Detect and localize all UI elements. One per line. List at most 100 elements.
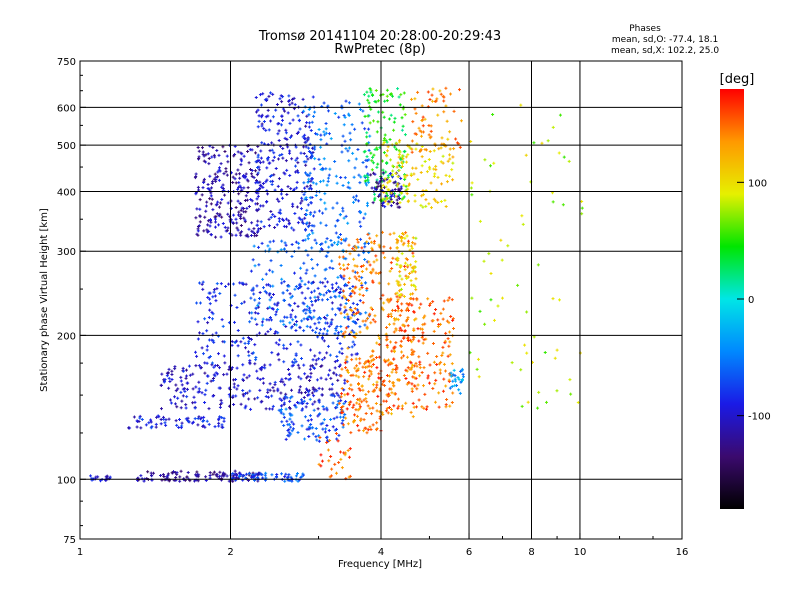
data-point — [396, 282, 400, 286]
data-point — [356, 240, 360, 244]
data-point — [249, 269, 253, 273]
data-point — [277, 138, 281, 142]
data-point — [329, 418, 333, 422]
grid-lines — [80, 61, 682, 539]
data-point — [402, 241, 406, 245]
data-point — [339, 311, 343, 315]
data-point — [454, 379, 458, 383]
data-point — [395, 241, 399, 245]
data-point — [308, 296, 312, 300]
data-point — [339, 266, 343, 270]
data-point — [390, 173, 394, 177]
data-point — [404, 231, 408, 235]
data-point — [390, 308, 394, 312]
data-point — [358, 181, 362, 185]
data-point — [299, 201, 303, 205]
data-point — [304, 140, 308, 144]
data-point — [569, 392, 573, 396]
data-point — [226, 212, 230, 216]
data-point — [352, 195, 356, 199]
data-point — [385, 196, 389, 200]
data-point — [272, 173, 276, 177]
data-point — [364, 158, 368, 162]
data-point — [322, 418, 326, 422]
data-point — [164, 418, 168, 422]
data-point — [436, 113, 440, 117]
data-point — [211, 295, 215, 299]
data-point — [447, 378, 451, 382]
data-point — [197, 149, 201, 153]
data-point — [386, 315, 390, 319]
data-point — [343, 361, 347, 365]
data-point — [287, 94, 291, 98]
data-point — [200, 193, 204, 197]
data-point — [144, 423, 148, 427]
data-point — [207, 316, 211, 320]
data-point — [353, 343, 357, 347]
data-point — [217, 386, 221, 390]
data-point — [446, 159, 450, 163]
data-point — [274, 310, 278, 314]
data-point — [422, 316, 426, 320]
data-point — [200, 416, 204, 420]
data-point — [321, 281, 325, 285]
data-point — [282, 280, 286, 284]
data-point — [359, 175, 363, 179]
data-point — [357, 375, 361, 379]
data-point — [358, 108, 362, 112]
data-point — [208, 197, 212, 201]
data-point — [310, 290, 314, 294]
data-point — [396, 304, 400, 308]
data-point — [409, 263, 413, 267]
data-point — [413, 193, 417, 197]
data-point — [426, 376, 430, 380]
data-point — [191, 387, 195, 391]
data-point — [383, 199, 387, 203]
data-point — [168, 380, 172, 384]
data-point — [256, 194, 260, 198]
data-point — [309, 422, 313, 426]
data-point — [282, 171, 286, 175]
chart-subtitle: RwPretec (8p) — [334, 42, 425, 57]
data-point — [327, 428, 331, 432]
data-point — [388, 92, 392, 96]
data-point — [447, 344, 451, 348]
data-point — [160, 372, 164, 376]
data-point — [317, 439, 321, 443]
data-point — [347, 387, 351, 391]
data-point — [434, 199, 438, 203]
data-point — [255, 234, 259, 238]
data-point — [327, 173, 331, 177]
data-point — [288, 103, 292, 107]
data-point — [398, 295, 402, 299]
data-point — [321, 179, 325, 183]
data-point — [341, 411, 345, 415]
data-point — [257, 263, 261, 267]
data-point — [159, 407, 163, 411]
data-point — [381, 197, 385, 201]
data-point — [355, 352, 359, 356]
data-point — [375, 234, 379, 238]
data-point — [99, 479, 103, 483]
data-point — [185, 475, 189, 479]
data-point — [314, 132, 318, 136]
data-point — [291, 318, 295, 322]
data-point — [396, 406, 400, 410]
data-point — [270, 148, 274, 152]
data-point — [411, 363, 415, 367]
data-point — [230, 366, 234, 370]
data-point — [256, 396, 260, 400]
data-point — [354, 194, 358, 198]
data-point — [210, 361, 214, 365]
data-point — [300, 424, 304, 428]
data-point — [357, 398, 361, 402]
data-point — [197, 390, 201, 394]
data-point — [290, 254, 294, 258]
data-point — [351, 289, 355, 293]
y-tick-label: 75 — [63, 535, 76, 546]
data-point — [355, 311, 359, 315]
data-point — [275, 197, 279, 201]
data-point — [290, 294, 294, 298]
data-point — [217, 366, 221, 370]
data-point — [410, 389, 414, 393]
